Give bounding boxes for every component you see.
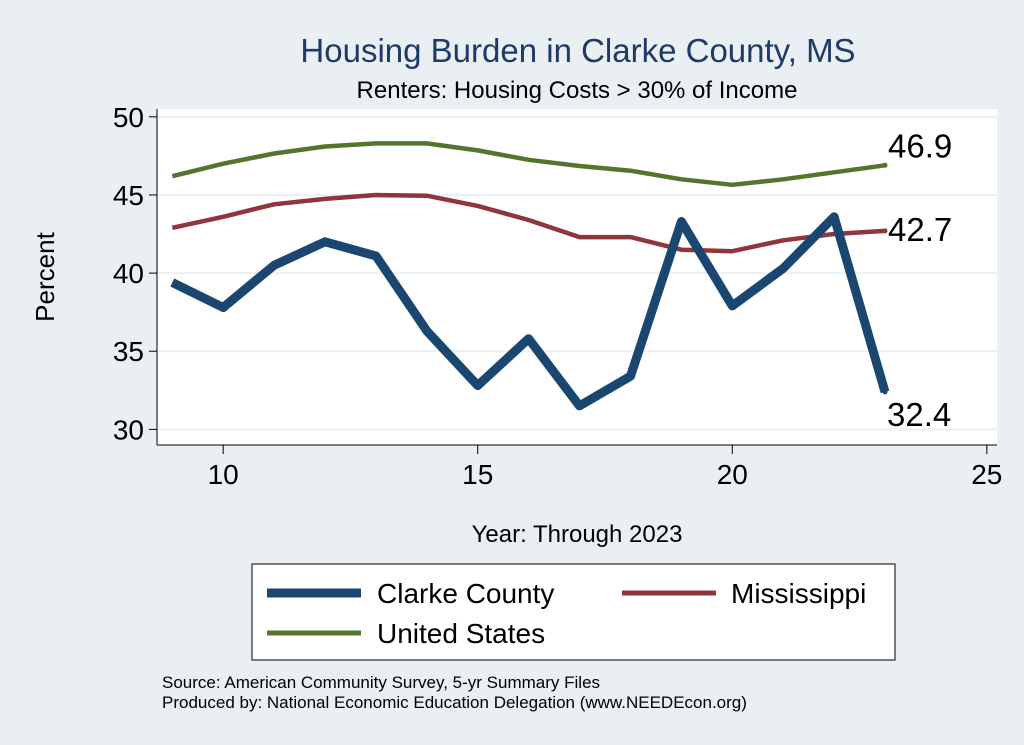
x-tick-label: 25 (971, 459, 1002, 490)
chart-title: Housing Burden in Clarke County, MS (300, 32, 855, 69)
legend-label-united-states: United States (377, 618, 545, 649)
end-label-united-states: 46.9 (888, 127, 952, 164)
series-end-marker (882, 162, 888, 168)
x-tick-label: 10 (208, 459, 239, 490)
legend-label-clarke-county: Clarke County (377, 578, 554, 609)
x-axis-title: Year: Through 2023 (472, 521, 683, 548)
y-tick-label: 35 (113, 336, 144, 367)
end-labels: 32.4 42.7 46.9 (887, 127, 952, 433)
y-tick-label: 40 (113, 258, 144, 289)
y-tick-label: 45 (113, 180, 144, 211)
y-tick-label: 30 (113, 414, 144, 445)
y-tick-label: 50 (113, 102, 144, 133)
y-axis-title: Percent (30, 231, 60, 321)
end-label-clarke-county: 32.4 (887, 396, 951, 433)
legend: Clarke County Mississippi United States (251, 563, 896, 661)
x-tick-label: 15 (462, 459, 493, 490)
series-end-marker (882, 389, 888, 395)
series-line-united-states (171, 141, 886, 188)
x-tick-label: 20 (717, 459, 748, 490)
source-note: Source: American Community Survey, 5-yr … (162, 673, 600, 692)
series-line-mississippi (171, 192, 886, 254)
series-line-clarke-county (170, 212, 890, 411)
legend-label-mississippi: Mississippi (731, 578, 866, 609)
axes: 30 35 40 45 50 10 15 20 25 (113, 102, 1003, 490)
chart-subtitle: Renters: Housing Costs > 30% of Income (357, 77, 798, 104)
series-lines (170, 141, 890, 411)
gridlines (157, 115, 997, 431)
plot-area (157, 109, 997, 445)
legend-box (251, 563, 896, 661)
end-label-mississippi: 42.7 (888, 211, 952, 248)
series-end-marker (882, 228, 888, 234)
produced-by-note: Produced by: National Economic Education… (162, 693, 747, 712)
